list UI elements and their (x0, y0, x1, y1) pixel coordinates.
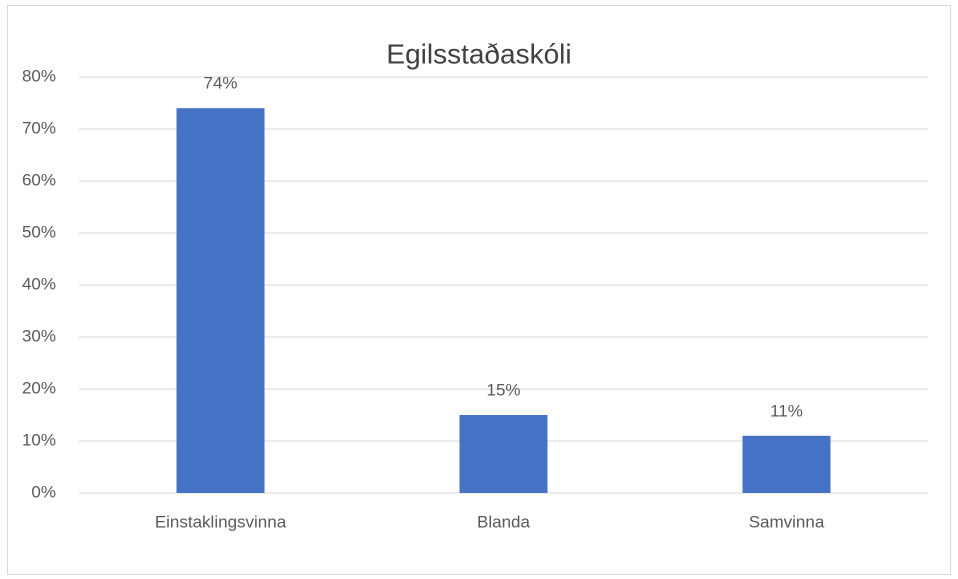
x-tick-label: Samvinna (749, 512, 825, 531)
y-tick-label: 30% (22, 326, 56, 345)
y-tick-label: 50% (22, 222, 56, 241)
data-label: 11% (770, 401, 803, 420)
y-tick-label: 70% (22, 118, 56, 137)
bar (459, 415, 548, 493)
data-label: 15% (486, 380, 520, 399)
x-tick-label: Blanda (477, 512, 530, 531)
y-tick-label: 20% (22, 378, 56, 397)
y-tick-label: 40% (22, 274, 56, 293)
bar (742, 435, 831, 493)
bar (176, 108, 265, 493)
y-tick-label: 10% (22, 430, 56, 449)
y-tick-label: 0% (31, 482, 56, 501)
y-tick-label: 60% (22, 170, 56, 189)
chart-title: Egilsstaðaskóli (386, 38, 571, 69)
data-label: 74% (203, 74, 237, 93)
y-tick-label: 80% (22, 66, 56, 85)
x-tick-label: Einstaklingsvinna (155, 512, 287, 531)
